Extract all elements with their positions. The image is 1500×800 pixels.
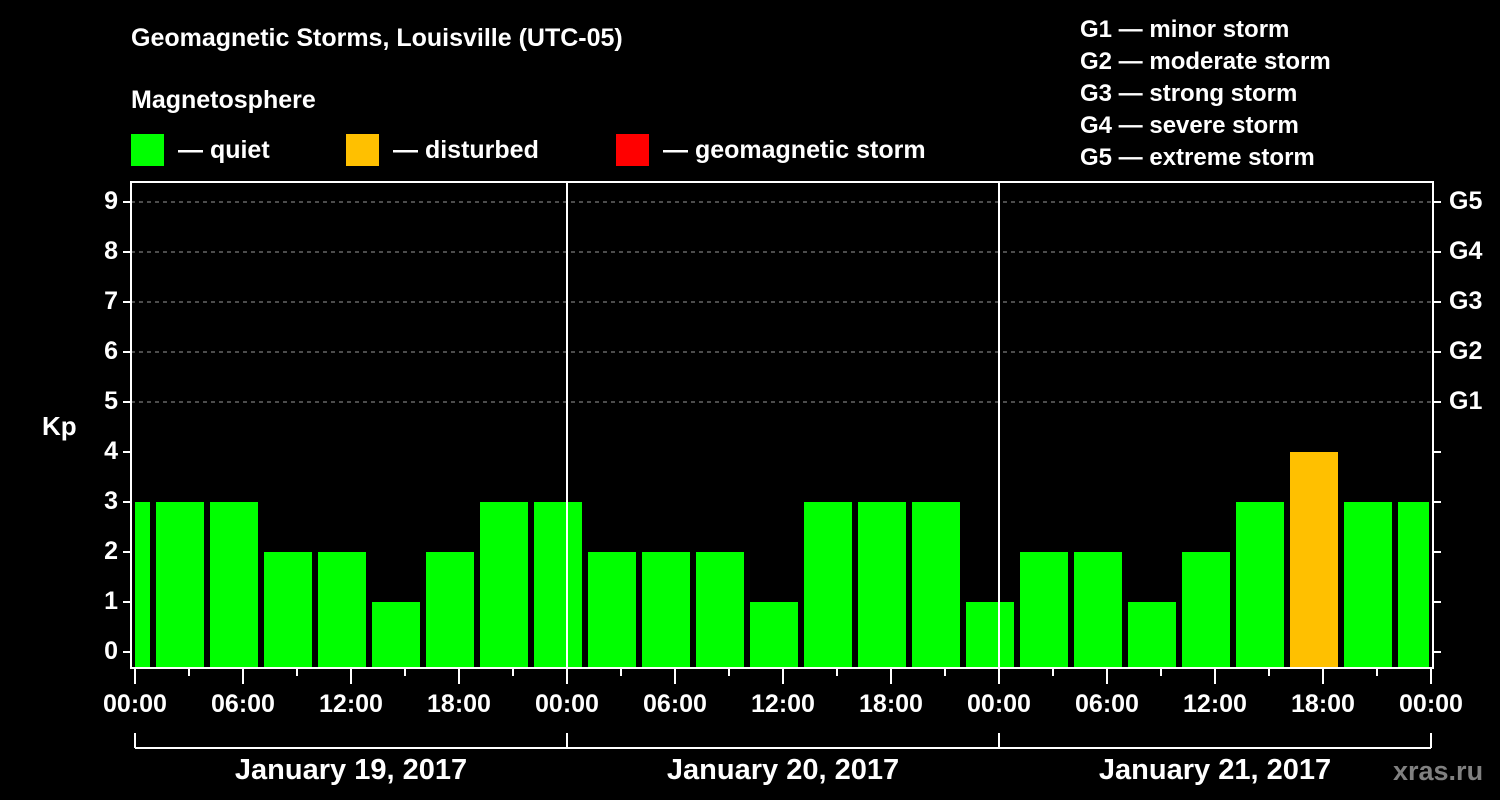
y-tick-label: 6 <box>104 337 118 365</box>
legend-swatch-quiet <box>131 134 164 166</box>
kp-bar <box>1290 452 1338 667</box>
x-tick-label: 12:00 <box>1183 690 1247 718</box>
kp-bar <box>1020 552 1068 667</box>
y-tick-label: 7 <box>104 287 118 315</box>
x-tick-label: 06:00 <box>643 690 707 718</box>
kp-bar <box>1128 602 1176 667</box>
legend-label: — geomagnetic storm <box>663 135 926 164</box>
g-tick-label: G3 <box>1449 287 1483 315</box>
kp-bar <box>264 552 312 667</box>
x-tick-label: 18:00 <box>859 690 923 718</box>
y-tick-label: 3 <box>104 487 118 515</box>
x-tick-label: 12:00 <box>751 690 815 718</box>
x-tick-label: 12:00 <box>319 690 383 718</box>
x-tick-label: 00:00 <box>535 690 599 718</box>
kp-bar <box>750 602 798 667</box>
y-tick-label: 2 <box>104 537 118 565</box>
date-label: January 21, 2017 <box>1098 754 1332 786</box>
g-legend-item: G5 — extreme storm <box>1080 144 1315 171</box>
kp-bar <box>135 502 150 667</box>
x-tick-label: 18:00 <box>427 690 491 718</box>
chart-subtitle: Magnetosphere <box>131 86 316 114</box>
y-tick-label: 4 <box>104 437 118 465</box>
kp-bar <box>1344 502 1392 667</box>
legend-quiet: — quiet <box>131 134 270 166</box>
g-legend-item: G2 — moderate storm <box>1080 48 1331 75</box>
g-legend-item: G1 — minor storm <box>1080 16 1290 43</box>
kp-bar <box>966 602 1014 667</box>
kp-bar <box>912 502 960 667</box>
legend-label: — disturbed <box>393 135 539 164</box>
date-label: January 19, 2017 <box>234 754 468 786</box>
kp-bar <box>210 502 258 667</box>
watermark: xras.ru <box>1393 756 1484 786</box>
kp-bar <box>1398 502 1429 667</box>
kp-bar <box>1236 502 1284 667</box>
kp-bar <box>318 552 366 667</box>
kp-bar <box>588 552 636 667</box>
x-tick-label: 00:00 <box>1399 690 1463 718</box>
kp-bar <box>642 552 690 667</box>
y-axis-label: Kp <box>42 411 77 441</box>
y-tick-label: 9 <box>104 187 118 215</box>
kp-bar <box>1074 552 1122 667</box>
y-tick-label: 5 <box>104 387 118 415</box>
y-tick-label: 1 <box>104 587 118 615</box>
legend-swatch-storm <box>616 134 649 166</box>
x-tick-label: 18:00 <box>1291 690 1355 718</box>
legend-label: — quiet <box>178 135 270 164</box>
legend-swatch-disturbed <box>346 134 379 166</box>
g-scale-legend: G1 — minor storm G2 — moderate storm G3 … <box>1080 14 1331 174</box>
kp-bar <box>534 502 582 667</box>
g-tick-label: G2 <box>1449 337 1483 365</box>
legend-disturbed: — disturbed <box>346 134 539 166</box>
x-tick-label: 06:00 <box>211 690 275 718</box>
kp-bar <box>426 552 474 667</box>
g-legend-item: G4 — severe storm <box>1080 112 1299 139</box>
kp-bar <box>372 602 420 667</box>
chart-title: Geomagnetic Storms, Louisville (UTC-05) <box>131 24 623 52</box>
g-tick-label: G4 <box>1449 237 1483 265</box>
kp-bar <box>156 502 204 667</box>
kp-bar <box>1182 552 1230 667</box>
x-tick-label: 00:00 <box>967 690 1031 718</box>
date-label: January 20, 2017 <box>666 754 900 786</box>
x-tick-label: 06:00 <box>1075 690 1139 718</box>
x-tick-label: 00:00 <box>103 690 167 718</box>
g-tick-label: G1 <box>1449 387 1483 415</box>
y-tick-label: 0 <box>104 637 118 665</box>
y-tick-label: 8 <box>104 237 118 265</box>
kp-bar <box>858 502 906 667</box>
kp-bar <box>804 502 852 667</box>
g-legend-item: G3 — strong storm <box>1080 80 1298 107</box>
g-tick-label: G5 <box>1449 187 1483 215</box>
kp-bar <box>480 502 528 667</box>
kp-bar <box>696 552 744 667</box>
legend-storm: — geomagnetic storm <box>616 134 926 166</box>
